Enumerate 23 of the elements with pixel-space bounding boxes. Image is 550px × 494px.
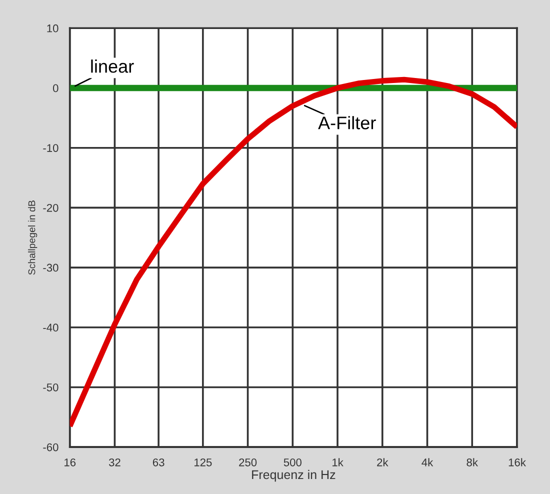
y-tick-label: -10 bbox=[43, 144, 58, 152]
x-tick-label: 16 bbox=[64, 458, 76, 466]
y-tick-label: -50 bbox=[43, 383, 58, 392]
x-tick-label: 1k bbox=[332, 458, 344, 466]
x-tick-label: 32 bbox=[108, 458, 120, 466]
y-tick-label: 10 bbox=[47, 24, 58, 32]
y-tick-label: 0 bbox=[52, 84, 58, 92]
x-axis-title: Frequenz in Hz bbox=[252, 470, 336, 482]
x-tick-label: 16k bbox=[508, 458, 526, 466]
x-tick-label: 2k bbox=[377, 458, 388, 466]
y-tick-label: -60 bbox=[43, 443, 58, 452]
y-axis-title: Schallpegel in dB bbox=[28, 200, 38, 275]
x-tick-label: 125 bbox=[194, 458, 212, 466]
x-tick-label: 63 bbox=[152, 458, 164, 466]
series-label: linear bbox=[91, 60, 134, 73]
y-tick-label: -30 bbox=[43, 264, 58, 272]
y-tick-label: -20 bbox=[43, 204, 58, 212]
y-tick-label: -40 bbox=[43, 324, 58, 332]
x-tick-label: 500 bbox=[284, 458, 302, 466]
x-tick-label: 8k bbox=[466, 458, 478, 466]
x-tick-label: 250 bbox=[239, 458, 257, 466]
series-label: A-Filter bbox=[318, 116, 376, 130]
x-tick-label: 4k bbox=[422, 458, 434, 466]
